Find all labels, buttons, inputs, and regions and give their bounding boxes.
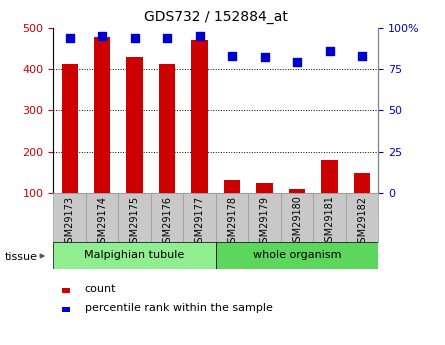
Point (261, 55, 268, 60)
Point (294, 60, 301, 65)
Bar (183, 193, 216, 242)
Bar (159, 64, 175, 235)
Bar (61, 64, 78, 235)
Text: tissue: tissue (4, 252, 37, 262)
Bar (256, 183, 273, 235)
Text: GSM29181: GSM29181 (324, 196, 335, 248)
Text: GSM29177: GSM29177 (194, 196, 205, 249)
Title: GDS732 / 152884_at: GDS732 / 152884_at (144, 10, 288, 24)
Text: whole organism: whole organism (253, 250, 341, 260)
Bar (126, 57, 143, 235)
Bar (216, 241, 378, 269)
Point (196, 33, 203, 39)
Text: count: count (85, 284, 116, 294)
Point (66, 35, 73, 40)
Text: percentile rank within the sample: percentile rank within the sample (85, 303, 272, 313)
Text: GSM29173: GSM29173 (65, 196, 75, 249)
Text: GSM29182: GSM29182 (357, 196, 367, 249)
Bar (86, 193, 118, 242)
Point (229, 53, 236, 59)
Bar (94, 37, 110, 235)
Text: Malpighian tubule: Malpighian tubule (85, 250, 185, 260)
Bar (216, 193, 248, 242)
Bar (289, 189, 305, 235)
Bar (53, 193, 86, 242)
Bar (151, 193, 183, 242)
Bar (53, 241, 216, 269)
Bar (191, 40, 208, 235)
Bar (354, 173, 370, 235)
Bar (321, 160, 338, 235)
Text: GSM29180: GSM29180 (292, 196, 302, 248)
Bar (118, 193, 151, 242)
Text: GSM29176: GSM29176 (162, 196, 172, 249)
Text: GSM29178: GSM29178 (227, 196, 237, 249)
Point (359, 53, 366, 59)
Text: GSM29174: GSM29174 (97, 196, 107, 249)
Point (99, 33, 106, 39)
Point (164, 35, 171, 40)
Bar (224, 179, 240, 235)
Bar (248, 193, 281, 242)
Bar (313, 193, 346, 242)
Point (326, 48, 333, 53)
Bar (281, 193, 313, 242)
Bar (346, 193, 378, 242)
Text: GSM29175: GSM29175 (129, 196, 140, 249)
Text: GSM29179: GSM29179 (259, 196, 270, 249)
Point (131, 35, 138, 40)
